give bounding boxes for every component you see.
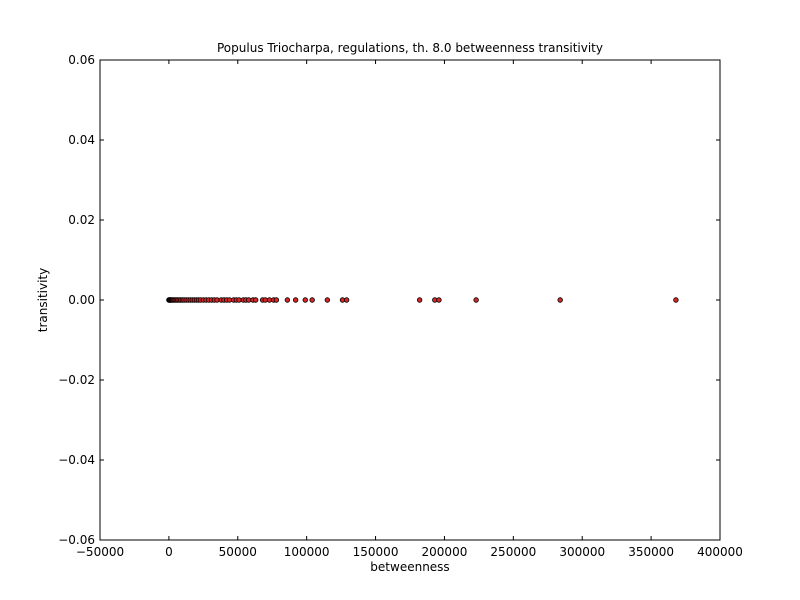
- x-tick-label-4: 150000: [353, 545, 399, 559]
- y-tick-label-2: −0.02: [58, 373, 95, 387]
- data-point-57: [473, 297, 479, 303]
- chart-title: Populus Triocharpa, regulations, th. 8.0…: [217, 41, 603, 55]
- y-tick-label-0: −0.06: [58, 533, 95, 547]
- x-tick-label-2: 50000: [219, 545, 257, 559]
- data-point-47: [284, 297, 291, 303]
- y-tick-label-3: 0.00: [68, 293, 95, 307]
- data-point-53: [343, 297, 350, 303]
- x-tick-label-9: 400000: [697, 545, 743, 559]
- y-axis-label: transitivity: [36, 268, 50, 332]
- data-point-48: [292, 297, 299, 303]
- x-tick-labels: −50000 0 50000 100000 150000 200000 250000 3000…: [76, 545, 743, 559]
- data-point-59: [673, 297, 679, 303]
- data-point-49: [302, 297, 308, 303]
- y-tick-label-6: 0.06: [68, 53, 95, 67]
- data-point-41: [252, 297, 259, 303]
- x-tick-label-3: 100000: [284, 545, 330, 559]
- x-tick-label-7: 300000: [559, 545, 605, 559]
- axis-ticks: [99, 59, 721, 541]
- x-axis-label: betweenness: [370, 560, 449, 574]
- data-points: [166, 297, 679, 303]
- x-tick-label-5: 200000: [422, 545, 468, 559]
- y-tick-label-4: 0.02: [68, 213, 95, 227]
- y-tick-labels: −0.06 −0.04 −0.02 0.00 0.02 0.04 0.06: [58, 53, 95, 547]
- x-tick-label-8: 350000: [628, 545, 674, 559]
- data-point-58: [557, 297, 563, 303]
- data-point-46: [273, 297, 280, 303]
- data-point-50: [309, 297, 315, 303]
- y-tick-label-1: −0.04: [58, 453, 95, 467]
- y-tick-label-5: 0.04: [68, 133, 95, 147]
- x-tick-label-0: −50000: [76, 545, 124, 559]
- x-tick-label-1: 0: [165, 545, 173, 559]
- data-point-54: [416, 297, 423, 303]
- data-point-56: [436, 297, 442, 303]
- data-point-51: [324, 297, 331, 303]
- x-tick-label-6: 250000: [490, 545, 536, 559]
